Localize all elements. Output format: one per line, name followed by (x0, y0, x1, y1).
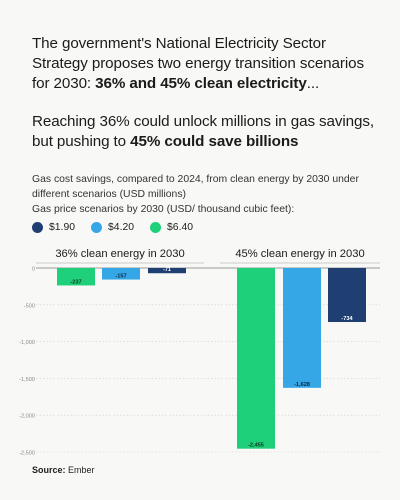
headline: The government's National Electricity Se… (32, 34, 384, 152)
legend-item-6-40: $6.40 (150, 221, 194, 233)
data-label: -157 (115, 274, 126, 280)
headline-paragraph-2: Reaching 36% could unlock millions in ga… (32, 113, 374, 150)
panel-title: 45% clean energy in 2030 (235, 248, 364, 260)
bar-640 (57, 268, 95, 286)
legend-title: Gas price scenarios by 2030 (USD/ thousa… (32, 204, 295, 215)
panel-title: 36% clean energy in 2030 (55, 248, 184, 260)
data-label: -71 (163, 267, 171, 273)
legend-label-4-20: $4.20 (108, 221, 135, 233)
data-label: -2,455 (248, 443, 264, 449)
y-tick-label: -2,000 (19, 414, 35, 420)
data-label: -1,628 (294, 382, 310, 388)
legend: $1.90 $4.20 $6.40 (32, 220, 193, 234)
legend-item-4-20: $4.20 (91, 221, 135, 233)
chart-subtitle: Gas cost savings, compared to 2024, from… (32, 174, 359, 200)
bar-190 (328, 268, 366, 323)
bar-190 (148, 268, 186, 274)
bar-640 (237, 268, 275, 449)
y-tick-label: -500 (24, 303, 35, 309)
bar-420 (283, 268, 321, 388)
legend-item-1-90: $1.90 (32, 221, 76, 233)
data-label: -734 (341, 316, 353, 322)
y-tick-label: -2,500 (19, 451, 35, 457)
legend-swatch-6-40 (150, 221, 162, 233)
data-label: -237 (70, 279, 81, 285)
y-tick-label: -1,500 (19, 377, 35, 383)
legend-label-6-40: $6.40 (167, 221, 194, 233)
source-note: Source: Ember (32, 465, 95, 475)
headline-paragraph-1: The government's National Electricity Se… (32, 35, 364, 92)
y-tick-label: -1,000 (19, 340, 35, 346)
legend-swatch-4-20 (91, 221, 103, 233)
legend-swatch-1-90 (32, 221, 43, 233)
bar-420 (102, 268, 140, 280)
y-tick-label: 0 (32, 267, 35, 273)
legend-label-1-90: $1.90 (49, 221, 76, 233)
